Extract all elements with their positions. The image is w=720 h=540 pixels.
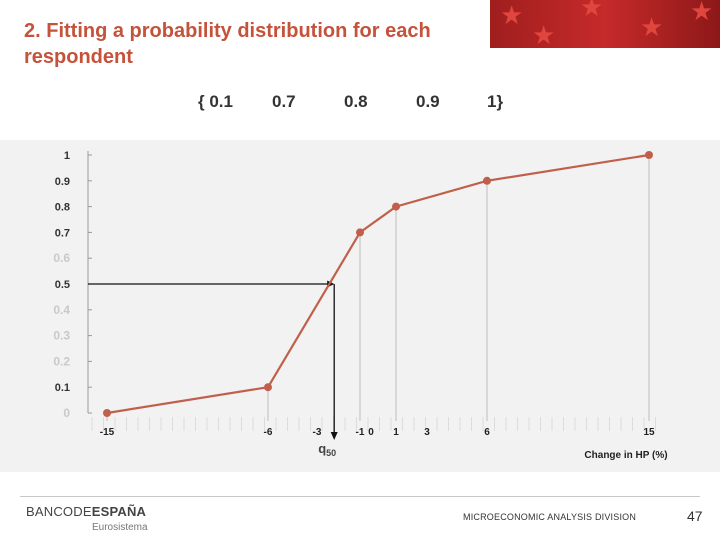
x-axis-label: Change in HP (%) xyxy=(584,450,667,461)
logo-bold: ESPAÑA xyxy=(91,504,147,519)
arrow-down-icon xyxy=(330,432,338,440)
x-tick-label: -6 xyxy=(264,427,273,438)
star-icon: ★ xyxy=(500,0,524,30)
y-tick-label: 0 xyxy=(63,406,70,420)
data-point xyxy=(103,409,111,417)
division-name: MICROECONOMIC ANALYSIS DIVISION xyxy=(463,512,637,522)
probability-label: 0.9 xyxy=(416,92,440,111)
y-tick-label: 0.7 xyxy=(55,227,70,239)
slide-title: 2. Fitting a probability distribution fo… xyxy=(24,20,431,68)
y-tick-label: 0.4 xyxy=(53,303,70,317)
data-point xyxy=(356,228,364,237)
star-icon: ★ xyxy=(580,0,604,22)
median-label: q50 xyxy=(318,441,336,458)
header-banner: ★ ★ ★ ★ ★ xyxy=(490,0,720,48)
logo-prefix: BANCODE xyxy=(26,504,92,519)
x-tick-label: -3 xyxy=(313,427,322,438)
y-tick-label: 0.9 xyxy=(55,176,70,188)
probability-label: 1} xyxy=(487,92,504,111)
y-tick-label: 0.6 xyxy=(53,251,70,265)
x-tick-label: 3 xyxy=(424,427,430,438)
page-number: 47 xyxy=(687,508,703,524)
star-icon: ★ xyxy=(640,12,664,42)
data-point xyxy=(483,176,491,185)
bank-logo: BANCODEESPAÑA xyxy=(26,504,146,519)
star-icon: ★ xyxy=(690,0,714,26)
y-tick-label: 0.8 xyxy=(55,202,70,214)
y-tick-label: 0.5 xyxy=(55,279,70,291)
logo-subtitle: Eurosistema xyxy=(92,522,148,533)
x-tick-label: 15 xyxy=(643,427,655,438)
data-point xyxy=(264,383,272,392)
x-tick-label: 1 xyxy=(393,427,399,438)
data-point xyxy=(645,151,653,159)
median-label-subscript: 50 xyxy=(326,448,336,458)
x-tick-label: -15 xyxy=(100,427,115,438)
star-icon: ★ xyxy=(532,20,556,48)
probability-label: 0.8 xyxy=(344,92,368,111)
x-tick-label: 6 xyxy=(484,427,490,438)
series-line xyxy=(106,153,650,415)
y-tick-label: 1 xyxy=(64,150,70,162)
footer-divider xyxy=(20,496,700,497)
probability-label: 0.7 xyxy=(272,92,296,111)
y-tick-label: 0.3 xyxy=(53,329,70,343)
y-tick-label: 0.2 xyxy=(53,354,70,368)
probability-label: { 0.1 xyxy=(198,92,233,111)
y-tick-label: 0.1 xyxy=(55,382,70,394)
data-point xyxy=(392,202,400,211)
x-tick-label: 0 xyxy=(368,427,374,438)
x-tick-label: -1 xyxy=(356,427,365,438)
